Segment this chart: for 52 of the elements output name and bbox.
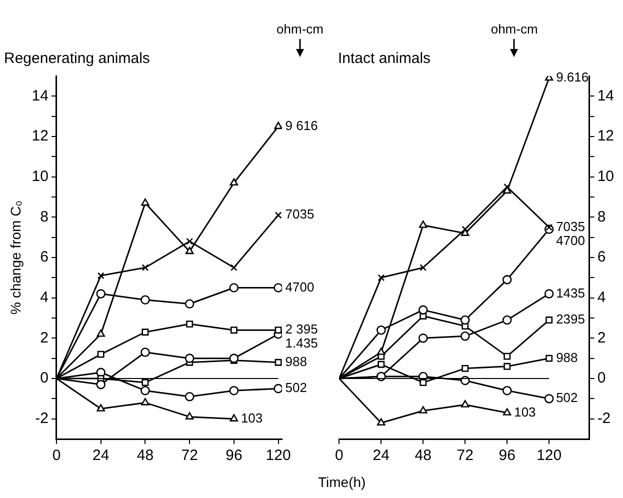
- y-tick-label: 4: [597, 288, 606, 306]
- x-tick-label: 120: [266, 447, 291, 464]
- series-label: 502: [556, 390, 578, 406]
- text: ohm-cm: [490, 22, 538, 37]
- y-tick-label: 14: [32, 87, 48, 104]
- series-label: 7035: [556, 218, 586, 234]
- y-tick-label: 14: [597, 87, 614, 104]
- y-tick-label: 0: [40, 370, 48, 387]
- y-tick-label: 0: [597, 370, 606, 387]
- y-tick-label: 4: [40, 288, 48, 306]
- series-label: 4700: [556, 232, 586, 248]
- series-label: 1.435: [285, 336, 318, 351]
- x-tick-label: 0: [335, 447, 344, 464]
- y-tick-label: 12: [32, 128, 48, 145]
- y-tick-label: 2: [597, 329, 606, 346]
- x-tick-label: 0: [52, 447, 61, 464]
- x-tick-label: 96: [226, 447, 242, 464]
- y-axis-title: % change from C₀: [7, 200, 24, 314]
- x-tick-label: 96: [498, 447, 516, 464]
- series-label: 502: [285, 380, 308, 396]
- x-tick-label: 72: [181, 447, 198, 464]
- series-label: 103: [240, 410, 263, 426]
- y-tick-label: 2: [40, 329, 48, 346]
- y-tick-label: -2: [597, 410, 611, 427]
- x-tick-label: 72: [456, 447, 474, 464]
- y-tick-label: -2: [35, 410, 48, 427]
- series-label: 2395: [556, 312, 586, 327]
- text: ohm-cm: [276, 22, 324, 37]
- y-tick-label: 8: [40, 208, 48, 226]
- series-label: 988: [285, 354, 308, 369]
- y-tick-label: 10: [32, 168, 48, 185]
- series-label: 4700: [285, 279, 314, 294]
- x-tick-label: 48: [414, 447, 432, 464]
- series-label: 2 395: [285, 322, 318, 337]
- y-tick-label: 12: [597, 128, 614, 145]
- x-tick-label: 24: [372, 447, 390, 464]
- series-label: 1435: [556, 285, 586, 300]
- series-label: 9 616: [285, 118, 318, 133]
- y-tick-label: 10: [597, 168, 614, 185]
- y-tick-label: 8: [597, 208, 606, 226]
- series-label: 7035: [285, 206, 314, 222]
- series-label: 988: [556, 350, 578, 365]
- x-tick-label: 48: [136, 447, 154, 464]
- x-tick-label: 120: [536, 447, 562, 464]
- x-tick-label: 24: [92, 447, 110, 464]
- series-label: 103: [514, 404, 536, 420]
- chart-title: Intact animals: [338, 50, 431, 68]
- y-tick-label: 6: [40, 248, 48, 266]
- x-axis-title: Time(h): [318, 474, 366, 490]
- series-label: 9.616: [556, 70, 589, 85]
- y-tick-label: 6: [597, 248, 606, 266]
- chart-title: Regenerating animals: [4, 50, 150, 68]
